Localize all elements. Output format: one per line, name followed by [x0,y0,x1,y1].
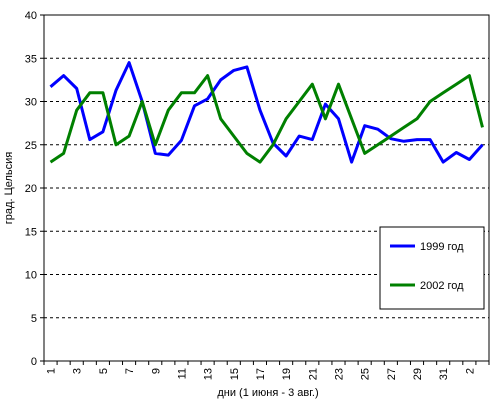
x-axis-title: дни (1 июня - 3 авг.) [217,387,318,399]
legend-box [379,226,485,310]
x-tick-label: 11 [176,368,188,379]
y-tick-label: 35 [25,53,37,65]
y-axis-title: град. Цельсия [3,152,15,224]
x-tick-label: 15 [229,368,241,380]
y-tick-label: 25 [25,140,37,152]
x-tick-label: 31 [438,368,450,380]
y-axis-ticks: 0 5 10 15 20 25 30 35 40 [25,10,44,368]
legend-label-1999: 1999 год [420,241,464,253]
x-tick-label: 13 [203,368,215,380]
y-tick-label: 15 [25,226,37,238]
y-tick-label: 10 [25,270,37,282]
y-tick-label: 30 [25,97,37,109]
x-tick-label: 1 [46,368,58,374]
y-tick-label: 5 [31,313,37,325]
x-tick-label: 19 [281,368,293,380]
x-tick-label: 9 [150,368,162,374]
y-tick-label: 40 [25,10,37,22]
series-line-2002 [49,74,484,164]
x-tick-label: 27 [386,368,398,380]
x-tick-label: 25 [360,368,372,380]
legend-label-2002: 2002 год [420,280,464,292]
x-tick-label: 2 [464,368,476,374]
x-axis-ticks: 1 3 5 7 9 11 13 15 17 19 21 23 25 27 29 31 2 [43,361,490,380]
y-tick-label: 0 [31,356,37,368]
x-tick-label: 7 [124,368,136,374]
x-tick-label: 23 [333,368,345,380]
series-lines [49,61,484,164]
x-tick-label: 29 [412,368,424,380]
grid-lines [44,57,489,319]
y-tick-label: 20 [25,183,37,195]
x-tick-label: 17 [255,368,267,380]
x-tick-label: 3 [72,368,84,374]
series-line-1999 [49,61,484,164]
x-tick-label: 21 [307,368,319,380]
x-tick-label: 5 [98,368,110,374]
legend: 1999 год 2002 год [379,226,485,310]
